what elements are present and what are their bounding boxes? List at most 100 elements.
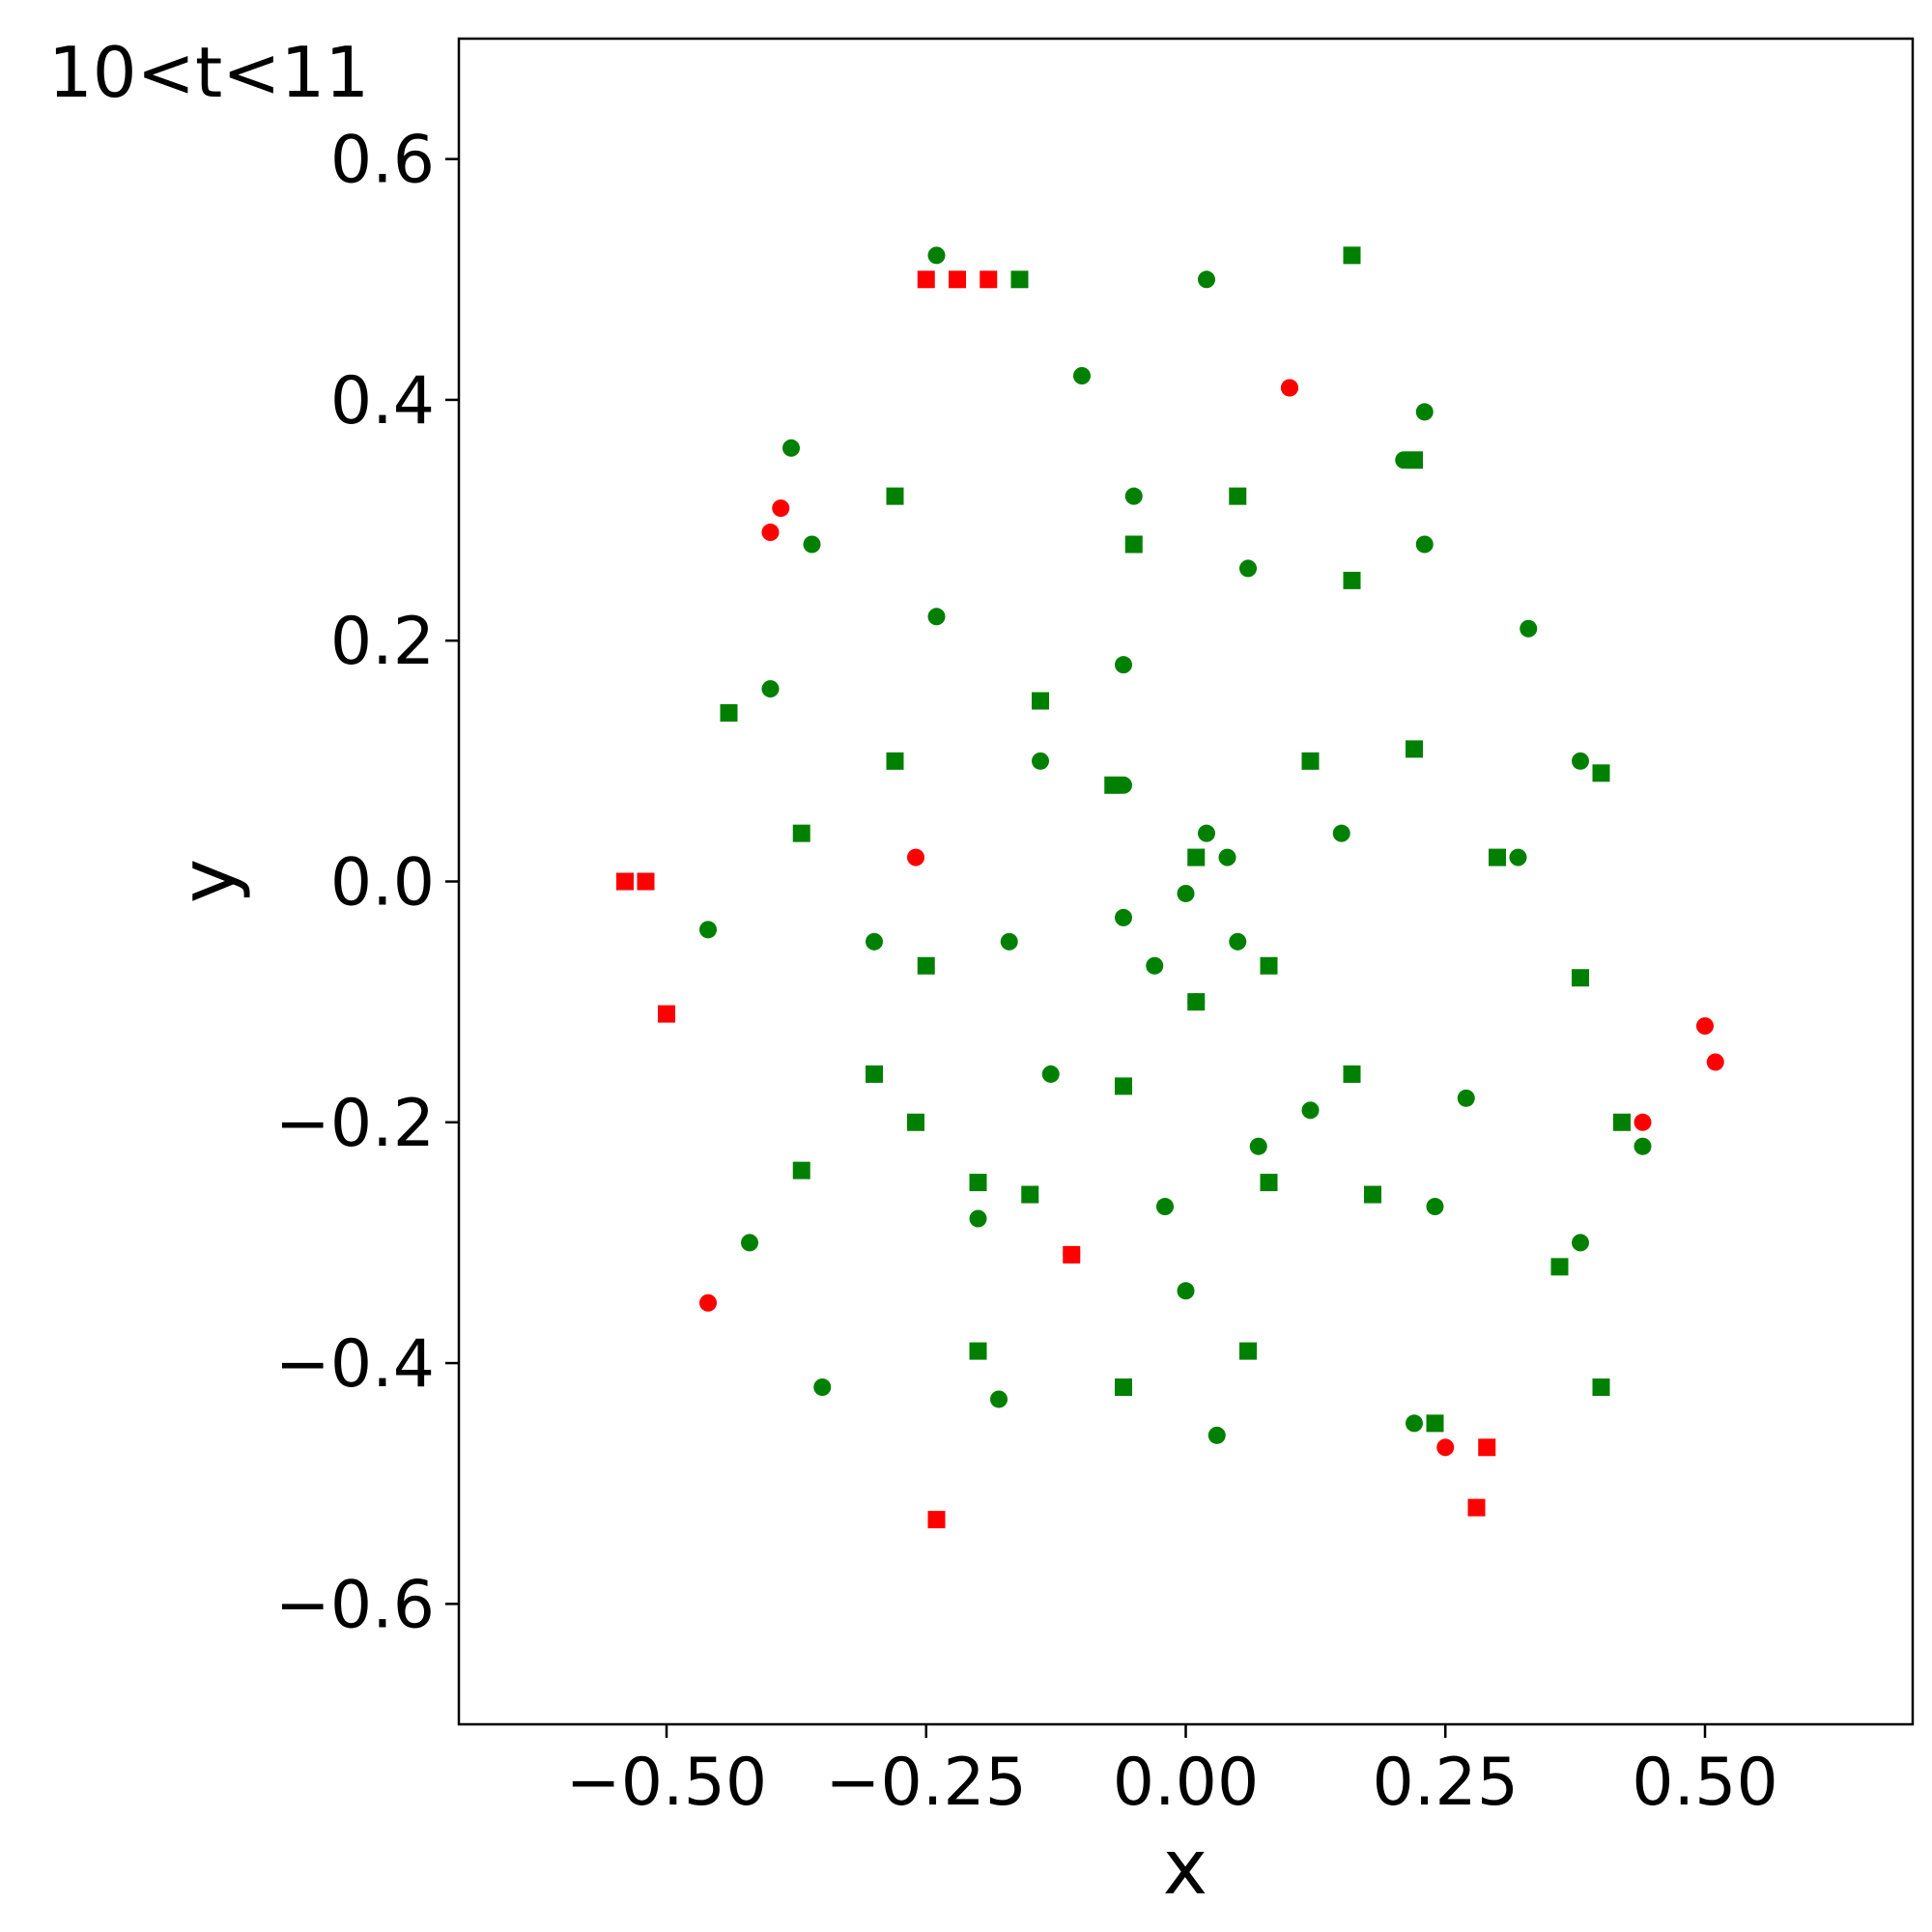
data-point-1-8: [1229, 487, 1247, 505]
x-tick-label: 0.50: [1632, 1745, 1777, 1821]
data-point-1-4: [1115, 1077, 1132, 1095]
data-point-0-31: [1572, 1234, 1589, 1252]
data-point-0-3: [1229, 932, 1247, 951]
data-point-2-0: [907, 848, 924, 867]
data-point-3-4: [658, 1005, 675, 1023]
data-point-0-33: [1572, 752, 1589, 770]
data-point-0-21: [866, 932, 883, 951]
plot-frame: [457, 37, 1915, 1726]
data-point-1-19: [1572, 969, 1589, 987]
data-point-0-6: [1115, 908, 1132, 926]
data-point-1-25: [792, 824, 810, 842]
data-point-1-10: [1343, 571, 1361, 589]
data-point-3-7: [1478, 1438, 1496, 1457]
data-point-0-29: [1208, 1426, 1226, 1444]
data-point-0-24: [803, 535, 821, 554]
data-point-0-11: [1041, 1065, 1060, 1083]
data-point-2-4: [761, 524, 780, 542]
data-point-1-34: [866, 1065, 883, 1083]
data-point-0-8: [1332, 824, 1350, 842]
data-point-1-23: [886, 487, 904, 505]
data-point-0-2: [1218, 848, 1236, 867]
data-point-1-26: [792, 1161, 810, 1179]
data-point-1-0: [1104, 776, 1122, 794]
data-point-1-36: [1010, 270, 1029, 289]
data-point-1-33: [1343, 246, 1361, 265]
axis-ticks: −0.50 −0.25 0.00 0.25 0.50 −0.6 −0.4 −0.2 0.0 0.2…: [275, 123, 1778, 1821]
data-point-0-30: [1406, 1414, 1423, 1433]
data-point-1-32: [1613, 1113, 1631, 1131]
y-tick-label: 0.2: [330, 604, 435, 680]
data-point-0-38: [1520, 619, 1538, 638]
data-point-1-22: [1592, 764, 1610, 782]
data-point-2-8: [1436, 1438, 1455, 1457]
data-point-3-1: [917, 270, 935, 289]
data-point-1-1: [1187, 848, 1206, 867]
data-point-1-5: [1343, 1065, 1361, 1083]
scatter-points: [616, 246, 1724, 1529]
data-point-1-3: [1187, 993, 1206, 1011]
data-point-1-31: [1592, 1378, 1610, 1396]
data-point-0-20: [969, 1209, 987, 1228]
data-point-3-2: [949, 270, 966, 289]
data-point-1-21: [1406, 740, 1423, 758]
data-point-1-35: [1550, 1258, 1569, 1276]
data-point-0-15: [1239, 559, 1257, 578]
data-point-0-28: [990, 1390, 1008, 1408]
data-point-0-5: [1146, 956, 1164, 975]
data-point-0-18: [1426, 1198, 1444, 1216]
data-point-0-45: [782, 439, 800, 457]
x-tick-label: 0.25: [1373, 1745, 1519, 1821]
x-tick-label: −0.50: [566, 1745, 767, 1821]
data-point-1-15: [917, 956, 935, 975]
data-point-2-9: [1706, 1053, 1724, 1071]
data-point-1-11: [1406, 451, 1423, 469]
data-point-0-44: [1198, 270, 1215, 289]
data-point-2-5: [1634, 1113, 1652, 1131]
data-point-3-6: [616, 872, 634, 891]
data-point-1-29: [1239, 1342, 1257, 1360]
data-point-0-14: [1115, 656, 1132, 674]
x-axis-label: x: [1163, 1825, 1208, 1912]
data-point-0-0: [1177, 884, 1195, 902]
data-point-1-7: [1032, 692, 1049, 710]
data-point-0-41: [1156, 1198, 1174, 1216]
data-point-1-20: [1489, 848, 1506, 867]
data-point-0-26: [699, 921, 717, 939]
data-point-0-39: [813, 1378, 832, 1396]
data-point-3-9: [927, 1511, 946, 1529]
data-point-2-3: [772, 499, 790, 518]
data-point-1-30: [1426, 1414, 1444, 1433]
data-point-1-17: [1260, 1174, 1278, 1192]
data-point-0-17: [1509, 848, 1527, 867]
x-tick-label: −0.25: [826, 1745, 1027, 1821]
data-point-1-12: [886, 752, 904, 770]
data-point-0-23: [1124, 487, 1143, 505]
data-point-1-14: [969, 1174, 987, 1192]
y-axis-label: y: [165, 859, 252, 903]
data-point-0-43: [927, 246, 946, 265]
y-tick-label: −0.6: [275, 1567, 435, 1643]
data-point-1-27: [969, 1342, 987, 1360]
data-point-1-28: [1115, 1378, 1132, 1396]
data-point-2-2: [1281, 379, 1298, 397]
data-point-0-35: [1073, 367, 1091, 384]
data-point-1-6: [1301, 752, 1320, 770]
data-point-0-25: [761, 680, 780, 698]
data-point-3-3: [980, 270, 998, 289]
data-point-0-40: [1301, 1101, 1320, 1120]
data-point-1-18: [1364, 1185, 1381, 1204]
data-point-0-37: [1457, 1089, 1475, 1107]
chart-title: 10<t<11: [48, 32, 369, 113]
data-point-2-6: [1696, 1017, 1714, 1036]
data-point-1-2: [1260, 956, 1278, 975]
data-point-0-32: [1634, 1137, 1652, 1155]
data-point-0-16: [1415, 535, 1434, 554]
data-point-2-7: [699, 1293, 717, 1312]
y-tick-label: −0.4: [275, 1326, 435, 1403]
data-point-1-9: [1124, 535, 1143, 554]
data-point-1-16: [1021, 1185, 1039, 1204]
y-tick-label: −0.2: [275, 1086, 435, 1162]
x-tick-label: 0.00: [1113, 1745, 1259, 1821]
